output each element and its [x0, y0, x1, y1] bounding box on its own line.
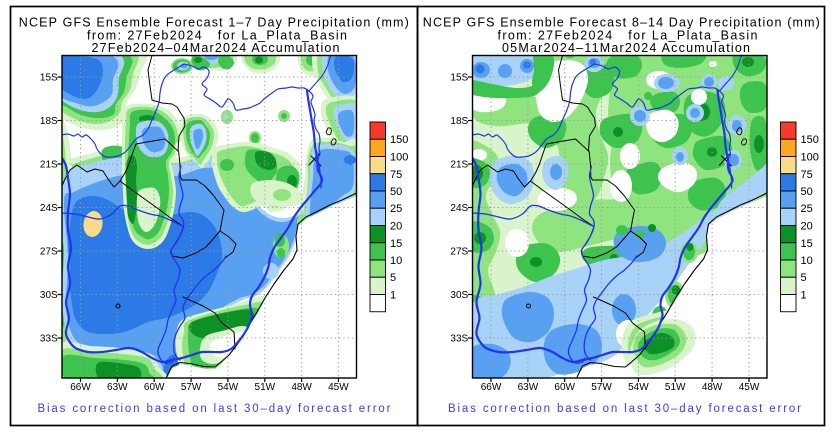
- svg-text:30S: 30S: [450, 290, 468, 301]
- svg-text:15: 15: [801, 238, 813, 250]
- svg-text:15: 15: [390, 238, 402, 250]
- svg-text:20: 20: [390, 221, 402, 233]
- svg-text:45W: 45W: [328, 382, 349, 393]
- svg-text:57W: 57W: [181, 382, 202, 393]
- svg-text:15S: 15S: [450, 73, 468, 84]
- svg-text:54W: 54W: [218, 382, 239, 393]
- svg-text:48W: 48W: [702, 382, 723, 393]
- svg-text:66W: 66W: [481, 382, 502, 393]
- svg-text:27S: 27S: [450, 247, 468, 258]
- svg-text:30S: 30S: [40, 290, 58, 301]
- svg-text:Bias correction based on last: Bias correction based on last 30–day for…: [38, 403, 391, 415]
- svg-text:15S: 15S: [40, 73, 58, 84]
- svg-text:18S: 18S: [40, 116, 58, 127]
- svg-text:27S: 27S: [40, 247, 58, 258]
- svg-text:50: 50: [801, 186, 813, 198]
- svg-text:21S: 21S: [40, 160, 58, 171]
- svg-text:75: 75: [801, 169, 813, 181]
- svg-text:1: 1: [801, 290, 807, 302]
- svg-text:63W: 63W: [107, 382, 128, 393]
- svg-text:54W: 54W: [628, 382, 649, 393]
- svg-text:60W: 60W: [144, 382, 165, 393]
- svg-text:33S: 33S: [40, 334, 58, 345]
- svg-text:48W: 48W: [291, 382, 312, 393]
- svg-text:24S: 24S: [40, 203, 58, 214]
- svg-text:25: 25: [801, 203, 813, 215]
- svg-text:60W: 60W: [554, 382, 575, 393]
- svg-text:33S: 33S: [450, 334, 468, 345]
- svg-text:150: 150: [801, 134, 819, 146]
- svg-text:NCEP GFS Ensemble Forecast 8–1: NCEP GFS Ensemble Forecast 8–14 Day Prec…: [423, 16, 820, 30]
- svg-text:05Mar2024–11Mar2024 Accumulati: 05Mar2024–11Mar2024 Accumulation: [502, 41, 750, 55]
- svg-text:66W: 66W: [70, 382, 91, 393]
- svg-text:10: 10: [801, 255, 813, 267]
- svg-text:24S: 24S: [450, 203, 468, 214]
- svg-text:18S: 18S: [450, 116, 468, 127]
- svg-text:57W: 57W: [591, 382, 612, 393]
- svg-text:20: 20: [801, 221, 813, 233]
- svg-text:63W: 63W: [518, 382, 539, 393]
- svg-text:27Feb2024–04Mar2024 Accumulati: 27Feb2024–04Mar2024 Accumulation: [92, 41, 340, 55]
- svg-text:5: 5: [801, 272, 807, 284]
- svg-text:51W: 51W: [665, 382, 686, 393]
- svg-text:51W: 51W: [255, 382, 276, 393]
- svg-text:25: 25: [390, 203, 402, 215]
- svg-text:50: 50: [390, 186, 402, 198]
- svg-text:100: 100: [801, 152, 819, 164]
- svg-text:Bias correction based on last: Bias correction based on last 30–day for…: [448, 403, 801, 415]
- svg-text:5: 5: [390, 272, 396, 284]
- svg-text:45W: 45W: [739, 382, 760, 393]
- svg-text:1: 1: [390, 290, 396, 302]
- svg-text:10: 10: [390, 255, 402, 267]
- svg-text:75: 75: [390, 169, 402, 181]
- svg-text:21S: 21S: [450, 160, 468, 171]
- svg-text:150: 150: [390, 134, 408, 146]
- svg-text:NCEP GFS Ensemble Forecast 1–7: NCEP GFS Ensemble Forecast 1–7 Day Preci…: [19, 16, 409, 30]
- svg-text:100: 100: [390, 152, 408, 164]
